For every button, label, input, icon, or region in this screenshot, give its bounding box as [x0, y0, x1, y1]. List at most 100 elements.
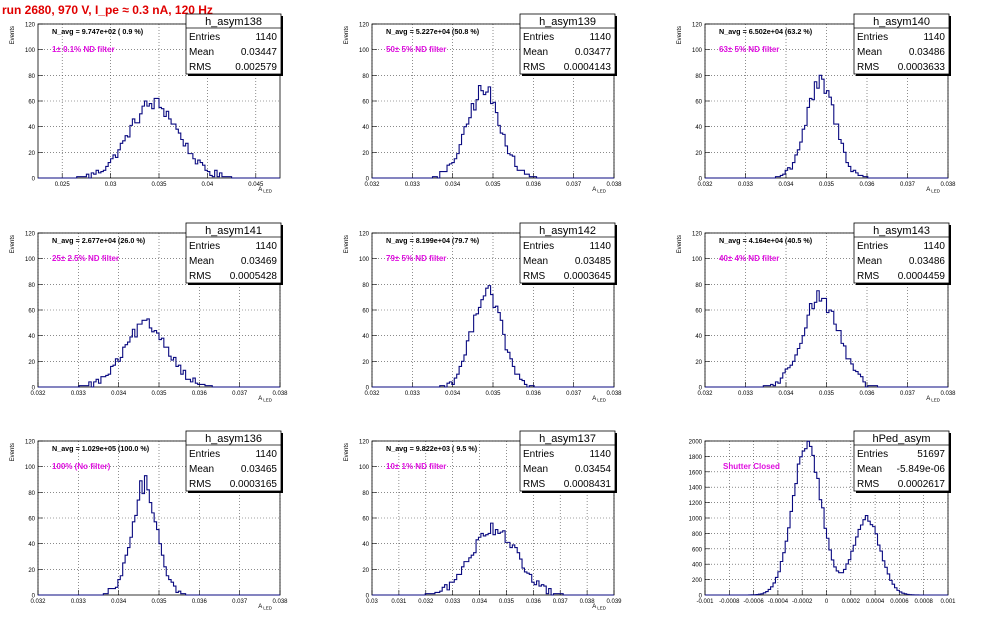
- histogram-panel-h_asym140: 0 20 40 60 80 100 120 0.032 0.033 0.034 0.035 0.036…: [677, 13, 956, 194]
- navg-label: N_avg = 8.199e+04 (79.7 %): [386, 236, 480, 245]
- x-tick-label: 0.0002: [842, 599, 861, 605]
- navg-label: N_avg = 9.747e+02 ( 0.9 %): [52, 27, 144, 36]
- stat-label-entries: Entries: [523, 241, 554, 252]
- x-axis-label: ALED: [592, 187, 607, 194]
- x-tick-label: -0.0002: [792, 599, 813, 605]
- stats-box-shadow: [949, 225, 951, 285]
- filter-label: 79± 5% ND filter: [386, 254, 446, 263]
- y-tick-label: 1200: [689, 501, 703, 507]
- histogram-line: [372, 285, 614, 388]
- stats-box-shadow: [188, 74, 283, 76]
- stats-box-shadow: [615, 16, 617, 76]
- y-tick-label: 60: [695, 309, 702, 315]
- x-tick-label: 0.036: [192, 599, 208, 605]
- histogram-panel-h_asym143: 0 20 40 60 80 100 120 0.032 0.033 0.034 0.035 0.036…: [677, 222, 956, 403]
- y-tick-label: 120: [25, 23, 36, 29]
- y-tick-label: 80: [362, 74, 369, 80]
- y-tick-label: 400: [692, 563, 703, 569]
- y-tick-label: 20: [28, 360, 35, 366]
- stats-box-shadow: [856, 74, 951, 76]
- y-tick-label: 80: [28, 491, 35, 497]
- y-tick-label: 60: [28, 309, 35, 315]
- x-tick-label: 0.032: [697, 182, 713, 188]
- y-tick-label: 100: [25, 257, 36, 263]
- stat-label-mean: Mean: [189, 47, 214, 58]
- x-tick-label: 0.037: [900, 391, 916, 397]
- x-axis-label: ALED: [926, 396, 941, 403]
- stats-box-shadow: [188, 491, 283, 493]
- stat-value-rms: 0.0002617: [898, 479, 946, 490]
- y-tick-label: 1800: [689, 455, 703, 461]
- y-tick-label: 60: [695, 100, 702, 106]
- histogram-panel-h_asym139: 0 20 40 60 80 100 120 0.032 0.033 0.034 0.035 0.036…: [344, 13, 622, 194]
- stats-box: [853, 13, 950, 75]
- stats-box-shadow: [281, 16, 283, 76]
- x-tick-label: 0.037: [232, 599, 248, 605]
- x-tick-label: 0.037: [566, 182, 582, 188]
- stat-value-rms: 0.0003165: [230, 479, 278, 490]
- filter-label: 63± 5% ND filter: [719, 45, 779, 54]
- filter-label: 10± 1% ND filter: [386, 462, 446, 471]
- stats-box-shadow: [615, 433, 617, 493]
- x-tick-label: 0.033: [71, 599, 87, 605]
- y-tick-label: 0: [366, 594, 370, 600]
- stats-box-shadow: [856, 491, 951, 493]
- y-tick-label: 60: [362, 100, 369, 106]
- stat-label-entries: Entries: [857, 32, 888, 43]
- y-tick-label: 80: [695, 74, 702, 80]
- histogram-line: [705, 440, 948, 596]
- stats-box-shadow: [188, 283, 283, 285]
- y-tick-label: 0: [699, 594, 703, 600]
- y-tick-label: 20: [695, 360, 702, 366]
- stat-label-rms: RMS: [523, 479, 546, 490]
- y-tick-label: 120: [25, 232, 36, 238]
- y-tick-label: 80: [28, 74, 35, 80]
- x-tick-label: 0.036: [526, 599, 542, 605]
- stat-label-entries: Entries: [523, 449, 554, 460]
- x-tick-label: 0.001: [940, 599, 956, 605]
- filter-label: 50± 5% ND filter: [386, 45, 446, 54]
- x-tick-label: 0.033: [405, 182, 421, 188]
- navg-label: N_avg = 1.029e+05 (100.0 %): [52, 444, 150, 453]
- y-tick-label: 20: [695, 151, 702, 157]
- x-tick-label: 0.035: [485, 182, 501, 188]
- stat-label-rms: RMS: [857, 62, 880, 73]
- histogram-line: [705, 290, 948, 388]
- stat-label-mean: Mean: [857, 47, 882, 58]
- y-tick-label: 120: [359, 232, 370, 238]
- y-tick-label: 80: [362, 283, 369, 289]
- x-tick-label: 0.038: [606, 391, 622, 397]
- y-tick-label: 40: [362, 334, 369, 340]
- stat-value-entries: 1140: [255, 32, 277, 43]
- y-tick-label: 200: [692, 578, 703, 584]
- y-tick-label: 20: [362, 151, 369, 157]
- histogram-name: h_asym136: [205, 433, 262, 445]
- stat-label-mean: Mean: [857, 464, 882, 475]
- stat-value-rms: 0.0004459: [898, 271, 946, 282]
- x-tick-label: 0.0006: [890, 599, 909, 605]
- histogram-line: [38, 475, 280, 596]
- stat-value-mean: 0.03465: [241, 464, 278, 475]
- y-axis-label: Events: [344, 235, 350, 253]
- stats-box-shadow: [522, 491, 617, 493]
- stat-value-rms: 0.0003645: [564, 271, 612, 282]
- stat-label-mean: Mean: [189, 464, 214, 475]
- stat-value-rms: 0.0004143: [564, 62, 612, 73]
- x-tick-label: 0.025: [55, 182, 71, 188]
- x-tick-label: 0.038: [580, 599, 596, 605]
- stat-value-rms: 0.0005428: [230, 271, 278, 282]
- y-tick-label: 80: [28, 283, 35, 289]
- stat-value-rms: 0.0003633: [898, 62, 946, 73]
- stat-value-entries: 1140: [923, 241, 945, 252]
- stat-label-entries: Entries: [189, 241, 220, 252]
- stat-value-mean: -5.849e-06: [897, 464, 946, 475]
- y-tick-label: 0: [699, 177, 703, 183]
- stat-value-mean: 0.03447: [241, 47, 278, 58]
- y-tick-label: 40: [28, 334, 35, 340]
- stat-value-entries: 1140: [923, 32, 945, 43]
- y-tick-label: 0: [366, 177, 370, 183]
- y-tick-label: 0: [366, 386, 370, 392]
- y-tick-label: 40: [28, 542, 35, 548]
- stat-label-rms: RMS: [189, 62, 212, 73]
